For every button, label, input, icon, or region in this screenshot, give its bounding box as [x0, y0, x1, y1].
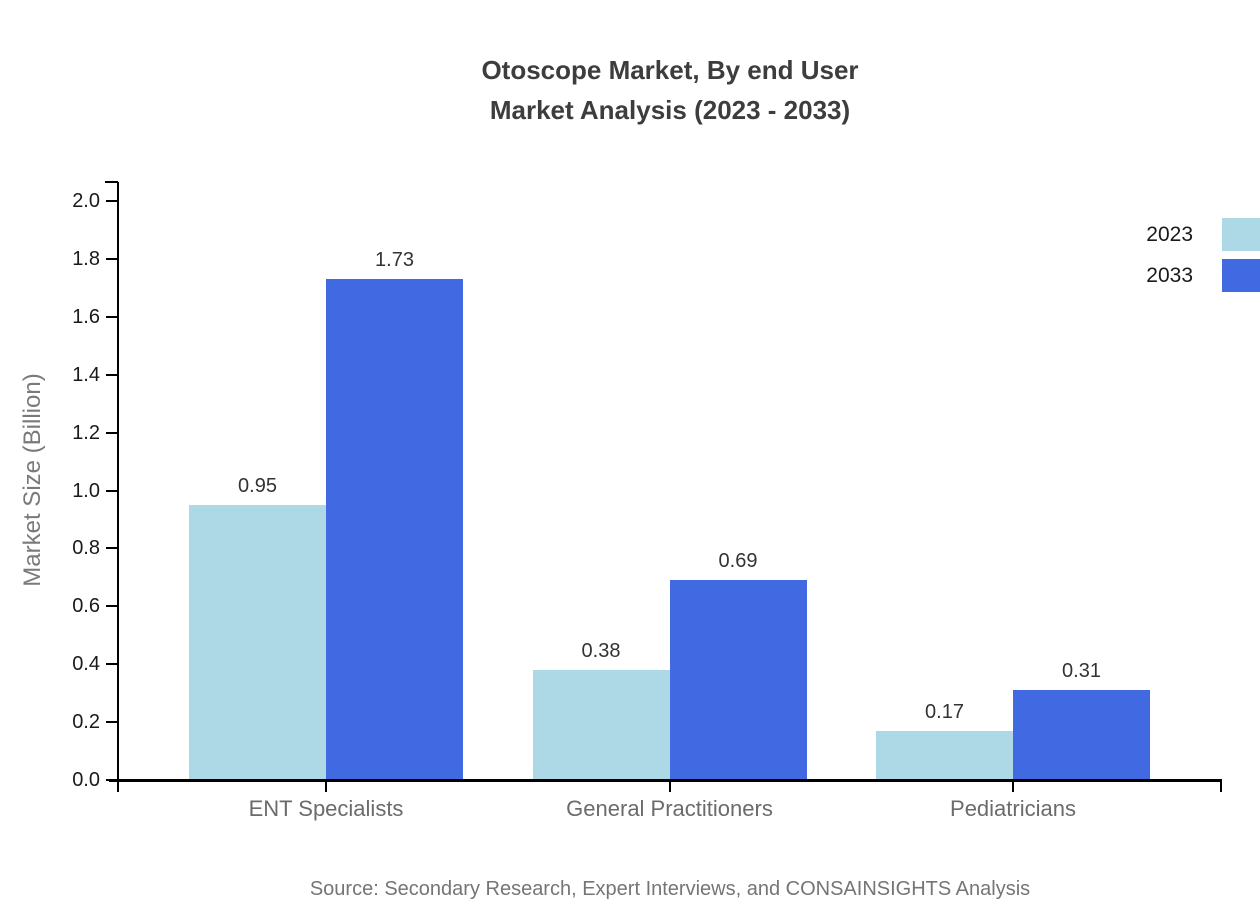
y-axis-tick-label: 0.0 [72, 769, 100, 791]
y-axis-tick-label: 2.0 [72, 190, 100, 212]
y-axis-tick [106, 315, 117, 318]
legend-label: 2023 [1146, 222, 1193, 246]
category-label-ent-specialists: ENT Specialists [248, 796, 404, 821]
chart-title-line2: Market Analysis (2023 - 2033) [489, 95, 851, 125]
chart-title-line1: Otoscope Market, By end User [481, 55, 859, 85]
legend-item-2023[interactable]: 2023 [1146, 218, 1260, 251]
y-axis-tick [106, 547, 117, 550]
category-label-general-practitioners: General Practitioners [566, 796, 773, 821]
y-axis-tick-label: 1.2 [72, 421, 100, 444]
y-axis-tick-label: 0.6 [72, 595, 100, 618]
y-axis-tick [106, 431, 117, 434]
x-axis-tick [325, 780, 327, 792]
y-axis-tick-label: 1.4 [72, 363, 100, 386]
legend-label: 2033 [1146, 263, 1193, 287]
value-label-2033-ent-specialists: 1.73 [375, 249, 414, 272]
y-axis-title: Market Size (Billion) [19, 373, 46, 587]
y-axis-tick-label: 0.2 [72, 711, 100, 734]
y-axis-tick-label: 1.8 [72, 247, 100, 270]
value-label-2023-pediatricians: 0.17 [925, 700, 964, 723]
bar-2023-general-practitioners[interactable] [532, 669, 670, 780]
chart-title: Otoscope Market, By end User Market Anal… [80, 50, 1260, 130]
y-axis-tick [106, 489, 117, 492]
y-axis-line [117, 182, 119, 780]
source-note: Source: Secondary Research, Expert Inter… [309, 878, 1031, 900]
y-axis-tick-label: 0.4 [72, 653, 100, 676]
legend: 2023 2033 [1146, 218, 1260, 300]
y-axis-tick [106, 373, 117, 376]
value-label-2023-general-practitioners: 0.38 [581, 639, 621, 662]
bar-2033-ent-specialists[interactable] [326, 279, 463, 780]
legend-swatch [1222, 218, 1260, 251]
x-axis-tick [1012, 780, 1014, 792]
x-axis-line [109, 779, 1222, 782]
y-axis-tick-label: 0.8 [72, 537, 100, 560]
y-axis-tick-label: 1.0 [72, 479, 100, 502]
y-axis-endcap [105, 181, 118, 183]
category-label-pediatricians: Pediatricians [950, 796, 1076, 821]
value-label-2033-general-practitioners: 0.69 [718, 550, 758, 573]
legend-item-2033[interactable]: 2033 [1146, 259, 1260, 292]
value-label-2023-ent-specialists: 0.95 [238, 474, 277, 497]
y-axis-tick [106, 663, 117, 666]
x-axis-tick [668, 780, 671, 792]
bar-2023-ent-specialists[interactable] [189, 504, 326, 780]
bar-2033-pediatricians[interactable] [1013, 690, 1150, 780]
bar-2023-pediatricians[interactable] [876, 730, 1013, 780]
value-label-2033-pediatricians: 0.31 [1062, 660, 1101, 683]
legend-swatch [1222, 259, 1260, 292]
y-axis-tick [106, 605, 117, 608]
y-axis-tick [106, 200, 117, 202]
y-axis-tick [106, 721, 117, 724]
x-axis-endcap-right [1220, 780, 1222, 792]
y-axis-tick [106, 257, 117, 260]
bar-2033-general-practitioners[interactable] [669, 580, 807, 780]
x-axis-endcap-left [117, 780, 119, 792]
y-axis-tick-label: 1.6 [72, 305, 100, 328]
